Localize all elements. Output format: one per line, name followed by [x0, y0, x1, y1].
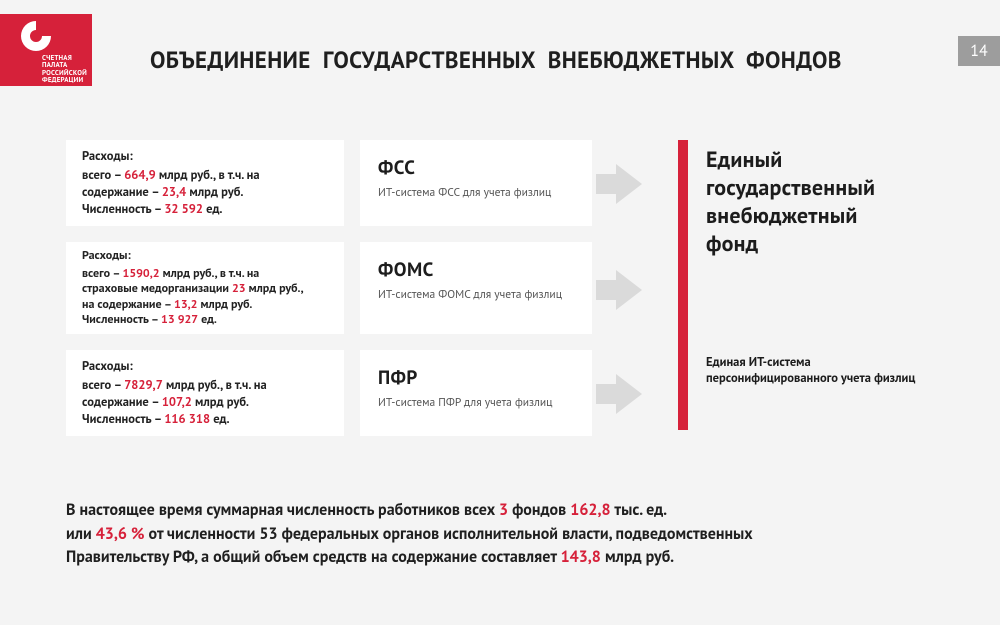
result-block: Единый государственный внебюджетный фонд… [706, 146, 946, 259]
fund-name-card: ФСС ИТ-система ФСС для учета физлиц [360, 140, 592, 226]
footer-summary: В настоящее время суммарная численность … [66, 499, 936, 569]
slide-title: ОБЪЕДИНЕНИЕ ГОСУДАРСТВЕННЫХ ВНЕБЮДЖЕТНЫХ… [150, 46, 842, 75]
fund-name-card: ПФР ИТ-система ПФР для учета физлиц [360, 350, 592, 436]
fund-abbr: ФОМС [378, 258, 576, 282]
page-number-badge: 14 [958, 36, 1000, 66]
fund-subtitle: ИТ-система ПФР для учета физлиц [378, 396, 576, 411]
result-title: Единый государственный внебюджетный фонд [706, 146, 946, 259]
logo-org-text: СЧЕТНАЯ ПАЛАТА РОССИЙСКОЙ ФЕДЕРАЦИИ [42, 54, 87, 83]
header: СЧЕТНАЯ ПАЛАТА РОССИЙСКОЙ ФЕДЕРАЦИИ ОБЪЕ… [0, 14, 1000, 84]
arrow-right-icon [596, 164, 642, 204]
fund-stats-card: Расходы: всего – 7829,7 млрд руб., в т.ч… [66, 350, 344, 436]
fund-stats-card: Расходы: всего – 664,9 млрд руб., в т.ч.… [66, 140, 344, 226]
fund-stats-card: Расходы: всего – 1590,2 млрд руб., в т.ч… [66, 242, 344, 334]
vertical-accent-bar [678, 140, 688, 430]
fund-abbr: ФСС [378, 156, 576, 180]
result-subtitle: Единая ИТ-система персонифицированного у… [706, 354, 915, 387]
fund-name-card: ФОМС ИТ-система ФОМС для учета физлиц [360, 242, 592, 334]
fund-subtitle: ИТ-система ФСС для учета физлиц [378, 186, 576, 201]
arrow-right-icon [596, 270, 642, 310]
arrow-right-icon [596, 374, 642, 414]
logo-icon [18, 18, 54, 54]
logo-badge: СЧЕТНАЯ ПАЛАТА РОССИЙСКОЙ ФЕДЕРАЦИИ [0, 14, 92, 86]
fund-subtitle: ИТ-система ФОМС для учета физлиц [378, 288, 576, 303]
funds-flow: Расходы: всего – 664,9 млрд руб., в т.ч.… [66, 140, 936, 452]
fund-abbr: ПФР [378, 366, 576, 390]
